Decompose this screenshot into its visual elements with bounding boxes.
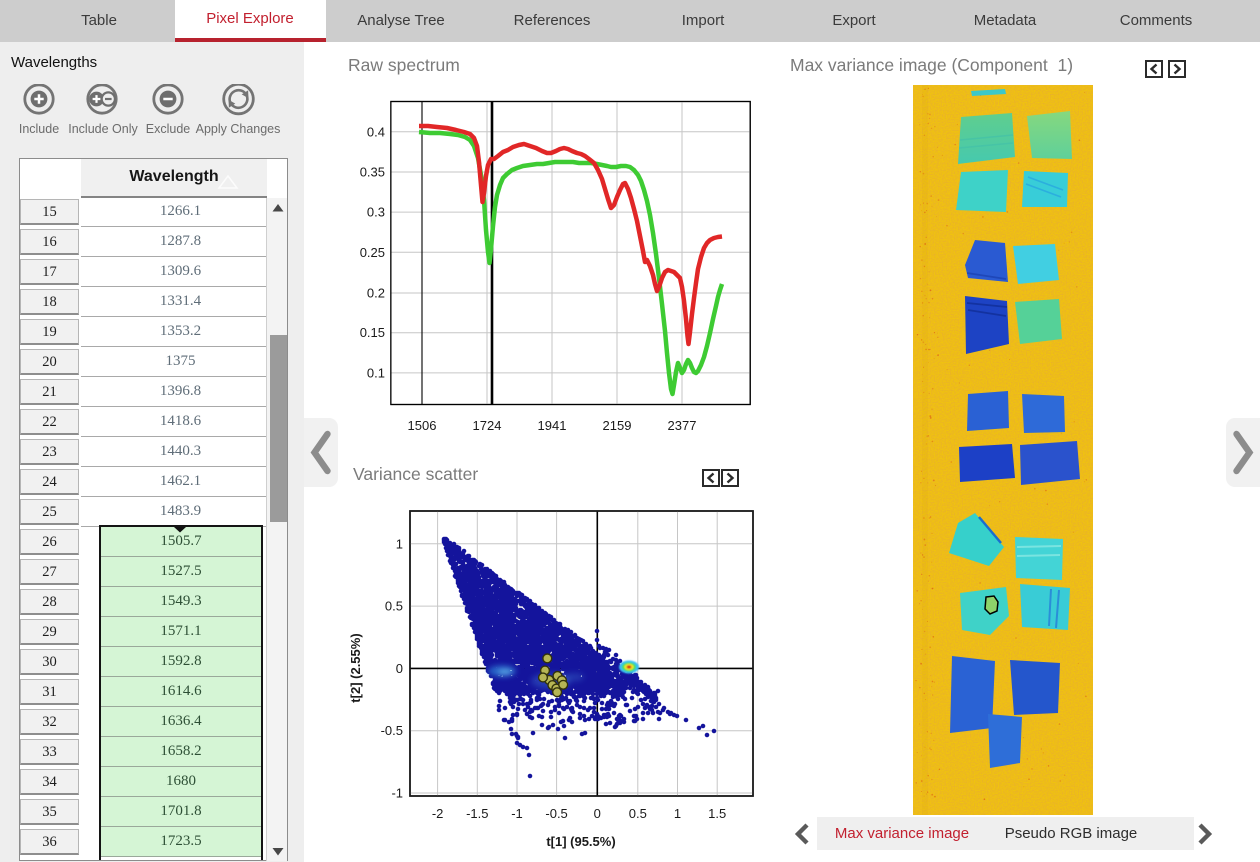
svg-text:1: 1 [396,536,403,551]
svg-text:0.25: 0.25 [360,245,385,260]
svg-text:0.2: 0.2 [367,286,385,301]
svg-text:-2: -2 [432,806,444,821]
svg-text:-1.5: -1.5 [466,806,488,821]
svg-text:0.3: 0.3 [367,205,385,220]
svg-text:t[1] (95.5%): t[1] (95.5%) [546,834,615,849]
svg-text:-0.5: -0.5 [381,723,403,738]
svg-text:-1: -1 [511,806,523,821]
svg-text:1: 1 [674,806,681,821]
svg-text:0.5: 0.5 [385,599,403,614]
svg-text:1506: 1506 [408,418,437,433]
svg-text:0: 0 [594,806,601,821]
svg-text:-1: -1 [391,786,403,801]
svg-text:-0.5: -0.5 [545,806,567,821]
svg-text:0.4: 0.4 [367,124,385,139]
svg-text:2377: 2377 [668,418,697,433]
svg-text:0.1: 0.1 [367,365,385,380]
svg-text:1.5: 1.5 [708,806,726,821]
svg-text:2159: 2159 [603,418,632,433]
svg-text:1724: 1724 [473,418,502,433]
svg-text:1941: 1941 [538,418,567,433]
svg-text:t[2] (2.55%): t[2] (2.55%) [348,633,363,702]
svg-text:0: 0 [396,661,403,676]
svg-text:0.5: 0.5 [629,806,647,821]
svg-text:0.15: 0.15 [360,325,385,340]
svg-text:0.35: 0.35 [360,165,385,180]
